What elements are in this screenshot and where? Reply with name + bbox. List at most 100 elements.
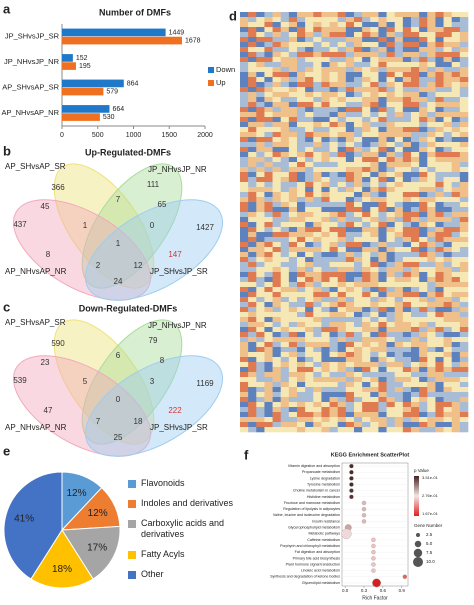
heatmap-cell <box>451 327 461 333</box>
heatmap-cell <box>337 162 347 168</box>
heatmap-cell <box>240 237 249 243</box>
heatmap-cell <box>240 122 249 128</box>
heatmap-cell <box>451 122 461 128</box>
heatmap-cell <box>345 102 355 108</box>
heatmap-cell <box>419 132 428 138</box>
heatmap-cell <box>288 397 298 403</box>
heatmap-cell <box>419 352 428 358</box>
heatmap-cell <box>427 227 436 233</box>
heatmap-cell <box>305 132 314 138</box>
y-tick-label: AP_SHvsAP_SR <box>2 83 59 92</box>
heatmap-cell <box>264 412 273 418</box>
heatmap-cell <box>394 257 404 263</box>
heatmap-cell <box>386 97 396 103</box>
heatmap-cell <box>272 202 282 208</box>
heatmap-cell <box>354 147 363 153</box>
heatmap-cell <box>272 132 282 138</box>
heatmap-cell <box>297 427 306 433</box>
heatmap-cell <box>337 107 347 113</box>
heatmap-cell <box>411 77 420 83</box>
heatmap-cell <box>370 112 379 118</box>
heatmap-cell <box>370 332 379 338</box>
heatmap-cell <box>427 202 436 208</box>
region-count: 1 <box>116 239 121 248</box>
heatmap-cell <box>394 32 404 38</box>
heatmap-cell <box>459 292 469 298</box>
heatmap-cell <box>427 77 436 83</box>
heatmap-cell <box>288 247 298 253</box>
heatmap-cell <box>378 332 387 338</box>
heatmap-cell <box>248 357 257 363</box>
heatmap-cell <box>337 327 347 333</box>
heatmap-cell <box>459 247 469 253</box>
heatmap-cell <box>345 307 355 313</box>
heatmap-cell <box>280 327 290 333</box>
heatmap-cell <box>329 282 339 288</box>
heatmap-cell <box>419 27 428 33</box>
heatmap-cell <box>305 92 314 98</box>
heatmap-cell <box>443 317 453 323</box>
heatmap-cell <box>362 77 371 83</box>
heatmap-cell <box>264 267 273 273</box>
heatmap-cell <box>386 257 396 263</box>
heatmap-cell <box>313 202 322 208</box>
heatmap-cell <box>280 402 290 408</box>
heatmap-cell <box>248 417 257 423</box>
heatmap-cell <box>240 52 249 58</box>
heatmap-cell <box>427 172 436 178</box>
heatmap-cell <box>354 212 363 218</box>
heatmap-cell <box>394 47 404 53</box>
heatmap-cell <box>451 97 461 103</box>
heatmap-cell <box>248 72 257 78</box>
heatmap-cell <box>321 352 330 358</box>
heatmap-cell <box>378 267 387 273</box>
size-legend-mark <box>415 532 421 538</box>
heatmap-cell <box>443 267 453 273</box>
heatmap-cell <box>435 47 444 53</box>
heatmap-cell <box>435 32 444 38</box>
heatmap-cell <box>411 287 420 293</box>
heatmap-cell <box>264 287 273 293</box>
heatmap-cell <box>362 382 371 388</box>
point <box>361 500 367 506</box>
heatmap-cell <box>288 202 298 208</box>
heatmap-cell <box>264 147 273 153</box>
heatmap-cell <box>370 187 379 193</box>
heatmap-cell <box>419 232 428 238</box>
heatmap-cell <box>297 197 306 203</box>
heatmap-cell <box>321 142 330 148</box>
heatmap-cell <box>288 132 298 138</box>
heatmap-cell <box>345 417 355 423</box>
heatmap-cell <box>305 332 314 338</box>
x-tick-label: 1000 <box>126 132 142 139</box>
heatmap-cell <box>305 17 314 23</box>
heatmap-cell <box>337 392 347 398</box>
heatmap-cell <box>297 312 306 318</box>
heatmap-cell <box>240 167 249 173</box>
region-count: 8 <box>160 356 165 365</box>
heatmap-cell <box>321 32 330 38</box>
heatmap-cell <box>256 67 265 73</box>
heatmap-cell <box>419 342 428 348</box>
heatmap-cell <box>305 392 314 398</box>
heatmap-cell <box>354 392 363 398</box>
heatmap-cell <box>386 147 396 153</box>
heatmap-cell <box>297 47 306 53</box>
heatmap-cell <box>248 397 257 403</box>
heatmap-cell <box>459 427 469 433</box>
heatmap-cell <box>288 412 298 418</box>
heatmap-cell <box>345 397 355 403</box>
heatmap-cell <box>280 332 290 338</box>
heatmap-cell <box>419 217 428 223</box>
heatmap-cell <box>394 342 404 348</box>
heatmap-cell <box>402 197 412 203</box>
heatmap-cell <box>443 67 453 73</box>
heatmap-cell <box>305 167 314 173</box>
heatmap-cell <box>394 197 404 203</box>
heatmap-cell <box>240 217 249 223</box>
heatmap-cell <box>256 267 265 273</box>
y-tick-label: Choline metabolism in cancer <box>293 489 341 493</box>
heatmap-cell <box>370 237 379 243</box>
heatmap-cell <box>256 262 265 268</box>
heatmap-cell <box>451 12 461 18</box>
